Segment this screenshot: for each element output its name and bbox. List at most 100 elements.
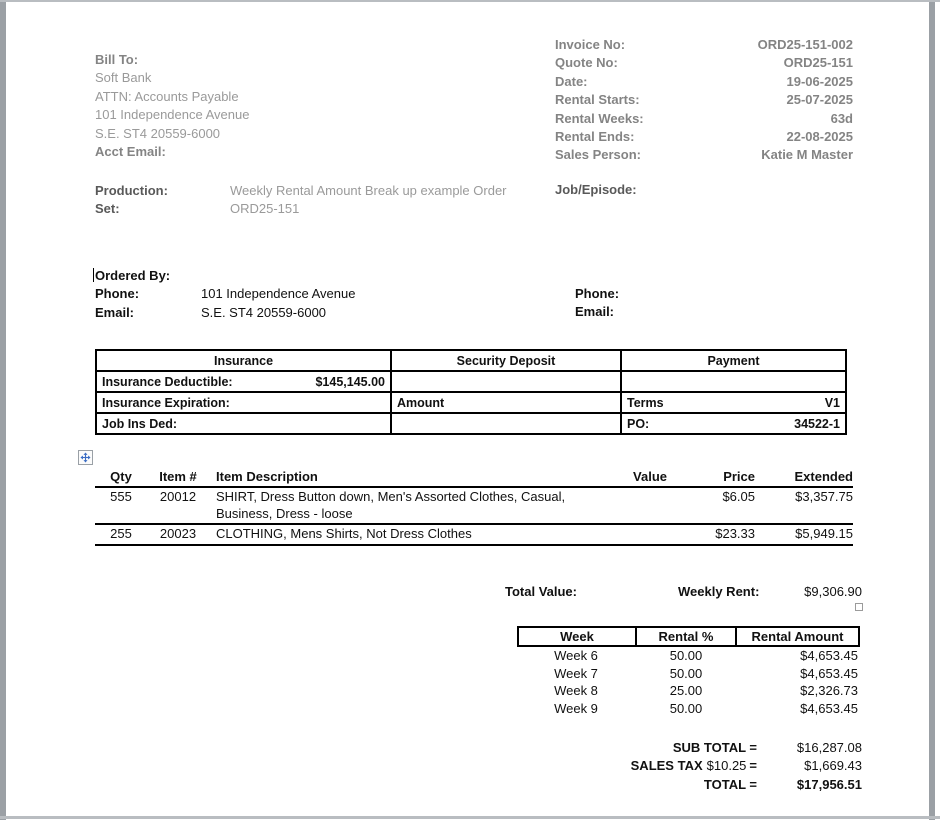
items-header-row: Qty Item # Item Description Value Price …: [95, 466, 853, 488]
total-row: TOTAL = $17,956.51: [497, 776, 862, 794]
production-section: Production: Weekly Rental Amount Break u…: [95, 182, 520, 219]
payment-header: Payment: [620, 349, 847, 372]
week-name: Week 7: [554, 665, 598, 681]
sales-person-row: Sales Person: Katie M Master: [555, 146, 853, 164]
insurance-deductible-label: Insurance Deductible:: [102, 374, 233, 389]
qty-header: Qty: [95, 466, 147, 488]
sales-person-value: Katie M Master: [761, 147, 853, 163]
rental-starts-value: 25-07-2025: [786, 92, 854, 108]
week-header: Week: [560, 629, 594, 644]
rental-percent-header: Rental %: [635, 628, 735, 645]
sub-total-label: SUB TOTAL =: [672, 740, 757, 755]
bill-to-attn: ATTN: Accounts Payable: [95, 88, 239, 104]
production-value: Weekly Rental Amount Break up example Or…: [230, 183, 507, 198]
week-breakdown-table: Week Rental % Rental Amount Week 6 50.00…: [517, 626, 860, 717]
rental-percent: 50.00: [669, 665, 703, 681]
insurance-expiration-label: Insurance Expiration:: [95, 391, 392, 414]
rental-ends-value: 22-08-2025: [786, 129, 854, 145]
item-number: 20012: [147, 487, 209, 526]
phone2-label: Phone:: [575, 286, 620, 301]
item-price: $6.05: [667, 487, 755, 526]
terms-row-deductible: Insurance Deductible: $145,145.00: [95, 370, 847, 393]
phone-label: Phone:: [95, 286, 140, 302]
ordered-by-label: Ordered By:: [95, 268, 171, 283]
week-row: Week 9 50.00 $4,653.45: [517, 700, 860, 718]
table-move-icon[interactable]: [78, 450, 93, 465]
terms-row-job-ins: Job Ins Ded: PO: 34522-1: [95, 412, 847, 435]
insurance-header: Insurance: [95, 349, 392, 372]
quote-no-row: Quote No: ORD25-151: [555, 54, 853, 72]
rental-weeks-value: 63d: [830, 110, 853, 126]
rental-amount: $4,653.45: [800, 665, 858, 681]
page-border-left: [0, 0, 6, 820]
production-label: Production:: [95, 183, 168, 198]
resize-handle[interactable]: [855, 603, 863, 611]
quote-no-label: Quote No:: [555, 55, 618, 71]
rental-weeks-label: Rental Weeks:: [555, 110, 644, 126]
rental-starts-label: Rental Starts:: [555, 92, 640, 108]
job-ins-empty-cell: [390, 412, 622, 435]
week-name: Week 9: [554, 700, 598, 716]
item-description: CLOTHING, Mens Shirts, Not Dress Clothes: [209, 524, 587, 546]
bill-to-address2: S.E. ST4 20559-6000: [95, 125, 221, 141]
sales-tax-row: SALES TAX $10.25 = $1,669.43: [497, 757, 862, 775]
item-row: 255 20023 CLOTHING, Mens Shirts, Not Dre…: [95, 524, 853, 546]
date-value: 19-06-2025: [786, 73, 854, 89]
job-episode-label: Job/Episode:: [555, 182, 637, 197]
po-value: 34522-1: [794, 416, 840, 431]
terms-label: Terms: [627, 395, 664, 410]
rental-amount: $2,326.73: [800, 683, 858, 699]
sub-total-value: $16,287.08: [796, 740, 862, 755]
move-arrows-icon: [80, 452, 91, 463]
item-row: 555 20012 SHIRT, Dress Button down, Men'…: [95, 487, 853, 526]
total-label: TOTAL =: [703, 776, 757, 792]
rental-percent: 25.00: [669, 683, 703, 699]
page-border-bottom: [0, 816, 940, 819]
item-qty: 255: [95, 524, 147, 546]
amount-label: Amount: [390, 391, 622, 414]
text-cursor: [93, 268, 94, 282]
bill-to-company: Soft Bank: [95, 70, 152, 86]
item-qty: 555: [95, 487, 147, 526]
extended-header: Extended: [755, 466, 853, 488]
terms-value: V1: [824, 395, 840, 410]
page-border-top: [0, 0, 940, 2]
week-row: Week 8 25.00 $2,326.73: [517, 682, 860, 700]
acct-email-label: Acct Email:: [95, 144, 166, 160]
rental-starts-row: Rental Starts: 25-07-2025: [555, 91, 853, 109]
email2-label: Email:: [575, 304, 615, 320]
rental-percent: 50.00: [669, 648, 703, 663]
security-deposit-header: Security Deposit: [390, 349, 622, 372]
total-value-label: Total Value:: [505, 584, 577, 599]
email-label: Email:: [95, 304, 135, 320]
rental-weeks-row: Rental Weeks: 63d: [555, 110, 853, 128]
bill-to-label: Bill To:: [95, 52, 139, 67]
items-table: Qty Item # Item Description Value Price …: [95, 466, 853, 546]
sales-tax-label: SALES TAX: [630, 758, 703, 774]
item-description-header: Item Description: [209, 466, 587, 488]
item-value: [587, 487, 667, 526]
week-row: Week 6 50.00 $4,653.45: [517, 647, 860, 665]
value-header: Value: [587, 466, 667, 488]
ordered-by-right-section: Phone: Email:: [575, 285, 619, 322]
bill-to-section: Bill To: Soft Bank ATTN: Accounts Payabl…: [95, 51, 249, 161]
week-table-header: Week Rental % Rental Amount: [517, 626, 860, 647]
sub-total-row: SUB TOTAL = $16,287.08: [497, 739, 862, 757]
quote-no-value: ORD25-151: [783, 55, 853, 71]
set-value: ORD25-151: [230, 201, 300, 217]
phone-value: 101 Independence Avenue: [201, 286, 356, 302]
total-value: $17,956.51: [796, 776, 862, 792]
item-price: $23.33: [667, 524, 755, 546]
set-label: Set:: [95, 201, 120, 217]
bill-to-address1: 101 Independence Avenue: [95, 107, 250, 123]
rental-ends-row: Rental Ends: 22-08-2025: [555, 128, 853, 146]
item-value: [587, 524, 667, 546]
date-row: Date: 19-06-2025: [555, 73, 853, 91]
page-border-right: [929, 0, 935, 820]
item-number: 20023: [147, 524, 209, 546]
payment-empty-cell: [620, 370, 847, 393]
invoice-no-label: Invoice No:: [555, 37, 626, 52]
insurance-deductible-value: $145,145.00: [315, 374, 385, 389]
invoice-no-row: Invoice No: ORD25-151-002: [555, 36, 853, 54]
sales-tax-rate: $10.25: [706, 758, 747, 774]
